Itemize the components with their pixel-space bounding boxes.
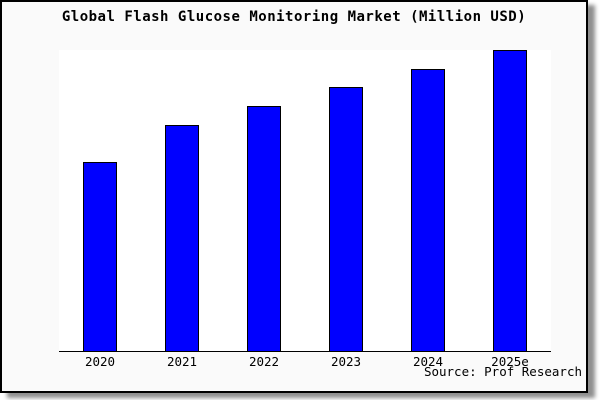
x-axis-labels: 2020 2021 2022 2023 2024 2025e [59, 354, 551, 370]
x-tick-label-2021: 2021 [166, 354, 198, 369]
bar-2020 [83, 161, 117, 351]
source-credit: Source: Prof Research [423, 364, 582, 379]
plot-area [59, 50, 551, 352]
bar-2025e [493, 50, 527, 351]
x-tick-label-2025e: 2025e [491, 354, 529, 369]
x-tick-label-2022: 2022 [248, 354, 280, 369]
x-tick-label-2024: 2024 [412, 354, 444, 369]
bar-2024 [411, 68, 445, 351]
bar-2023 [329, 87, 363, 351]
bar-2022 [247, 106, 281, 351]
chart-title: Global Flash Glucose Monitoring Market (… [61, 9, 527, 25]
bar-2021 [165, 124, 199, 351]
x-tick-label-2023: 2023 [330, 354, 362, 369]
x-tick-label-2020: 2020 [84, 354, 116, 369]
chart-frame: Global Flash Glucose Monitoring Market (… [0, 0, 588, 393]
bars-container [59, 50, 551, 351]
